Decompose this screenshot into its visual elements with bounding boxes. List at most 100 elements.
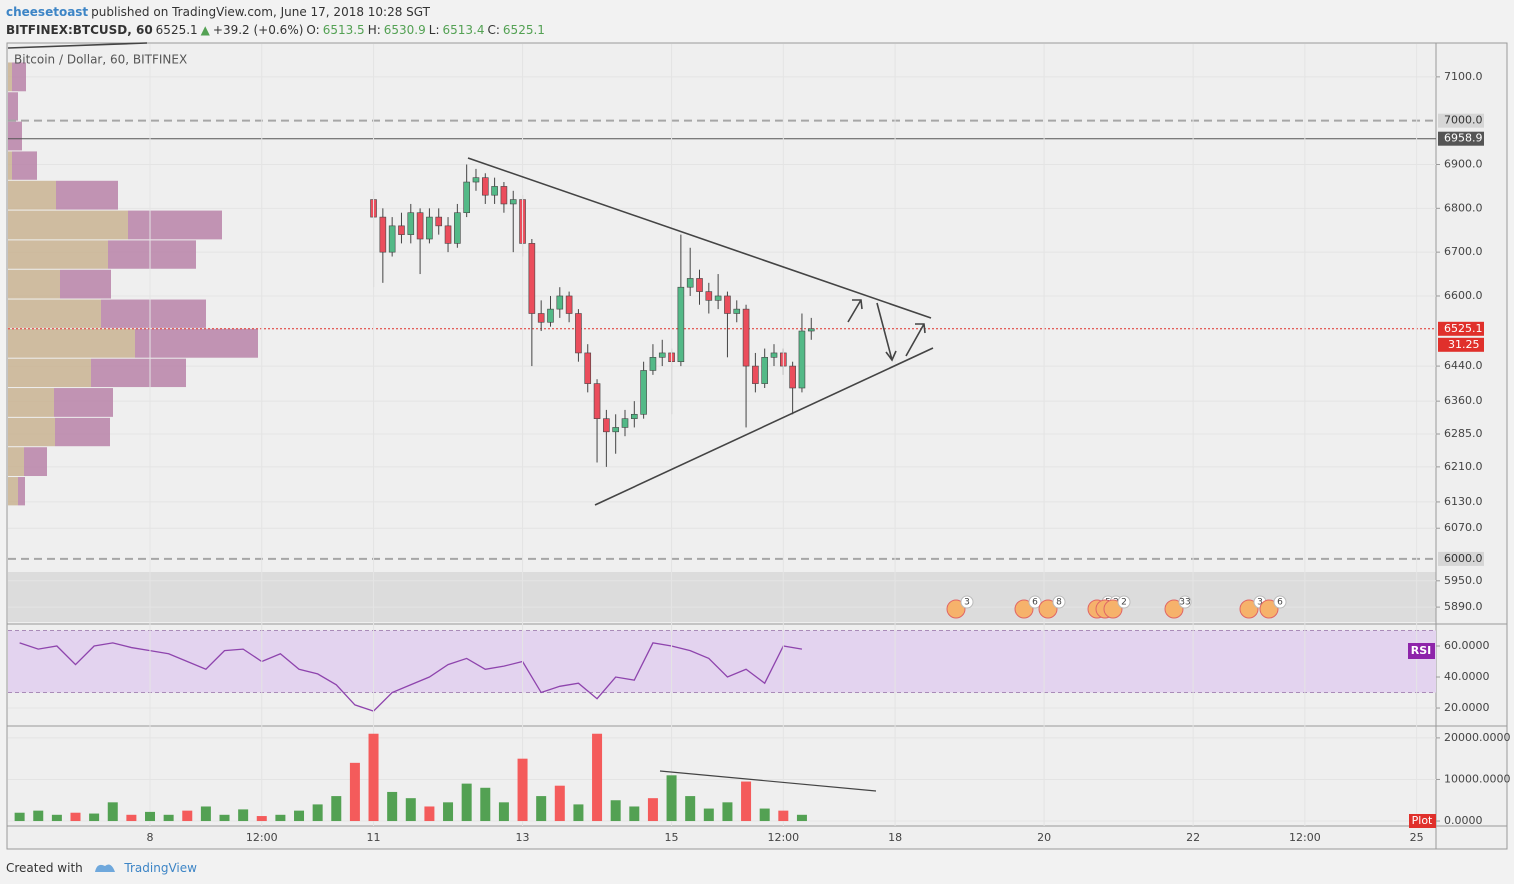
volume-bar [796,814,807,822]
x-tick-label: 11 [367,831,381,844]
y-tick-label: 6440.0 [1444,359,1483,372]
volume-bar [480,787,491,822]
x-tick-label: 25 [1410,831,1424,844]
volume-bar [554,785,565,822]
candle-body [398,225,405,235]
y-tick-label: 20000.0000 [1444,731,1510,744]
drawings [7,42,934,792]
x-tick-label: 12:00 [246,831,278,844]
profile-buy [8,447,24,477]
change: +39.2 (+0.6%) [212,23,304,37]
candle-body [454,212,461,244]
rsi-band [8,630,1436,693]
volume-bar [778,810,789,822]
event-icon [1038,599,1058,619]
header: cheesetoast published on TradingView.com,… [6,3,548,39]
candle-body [565,295,573,314]
volume-bar [424,806,435,822]
brand[interactable]: TradingView [124,861,197,875]
profile-buy [8,328,135,358]
y-tick-label: 60.0000 [1444,639,1490,652]
profile-sell [60,269,111,299]
event-count: 6 [1277,598,1283,608]
volume-bar [182,810,193,822]
volume-bar [294,810,305,822]
event-icon [1259,599,1279,619]
candle-body [752,365,759,384]
profile-buy [8,62,12,92]
volume-bar [498,802,509,822]
x-tick-label: 12:00 [1289,831,1321,844]
volume-bar [722,802,733,822]
profile-sell [55,417,110,447]
volume-bar [51,814,62,822]
candle-body [584,352,592,384]
profile-buy [8,477,18,506]
profile-sell [12,151,37,180]
event-badge [1273,595,1287,609]
trendline [7,42,148,49]
volume-bar [349,762,360,822]
candle-body [621,418,629,428]
countdown: 31.25 [1448,338,1480,351]
candle-body [472,177,480,183]
event-icon [1014,599,1034,619]
volume-bar [200,806,211,822]
h-label: H: [367,23,381,37]
y-tick-label: 40.0000 [1444,670,1490,683]
profile-sell [101,299,206,328]
y-tick-label: 0.0000 [1444,814,1483,827]
y-tick-label: 6900.0 [1444,158,1483,171]
candle-body [733,308,741,314]
volume-bar [368,733,379,822]
y-tick-label: 6600.0 [1444,289,1483,302]
y-tick-label: 6800.0 [1444,201,1483,214]
x-tick-label: 13 [516,831,530,844]
volume-bar [33,810,44,822]
event-count: 3 [964,598,970,608]
candle-body [509,199,517,205]
candle-body [593,383,601,419]
low: 6513.4 [442,23,485,37]
event-icon [1103,599,1123,619]
volume-bar [517,758,528,822]
legend: Bitcoin / Dollar, 60, BITFINEX [14,53,187,67]
event-count: 8 [1056,598,1062,608]
candle-body [789,365,796,389]
y-tick-label: 5950.0 [1444,574,1483,587]
profile-buy [8,151,12,180]
event-icon [1239,599,1259,619]
event-count: 6 [1032,598,1038,608]
event-icon [1164,599,1184,619]
countdown-tag [1438,337,1484,352]
candle-body [640,370,647,415]
x-tick-label: 15 [665,831,679,844]
rsi-label: RSI [1411,644,1432,657]
plot-tag [1409,814,1436,828]
event-count: 33 [1179,598,1190,608]
logo [94,864,115,872]
candle-body [491,186,498,196]
volume-bar [331,796,342,822]
profile-buy [8,210,128,240]
candle-body [416,212,424,240]
candle-body [379,216,387,253]
volume-bar [443,802,454,822]
profile-buy [8,388,54,417]
author[interactable]: cheesetoast [6,5,89,19]
volume-bar [70,812,81,822]
volume-bar [89,813,100,822]
candle-body [612,427,619,433]
price-tag [1438,113,1484,128]
profile-sell [91,358,186,388]
candle-body [807,328,815,332]
l-label: L: [428,23,440,37]
volume-bar [703,808,714,822]
price-label: 6958.9 [1444,132,1483,145]
volume-bar [610,800,621,822]
candle-body [724,295,731,314]
y-tick-label: 6210.0 [1444,460,1483,473]
symbol: BITFINEX:BTCUSD, 60 [6,23,153,37]
volume-bar [107,802,118,822]
last: 6525.1 [155,23,198,37]
